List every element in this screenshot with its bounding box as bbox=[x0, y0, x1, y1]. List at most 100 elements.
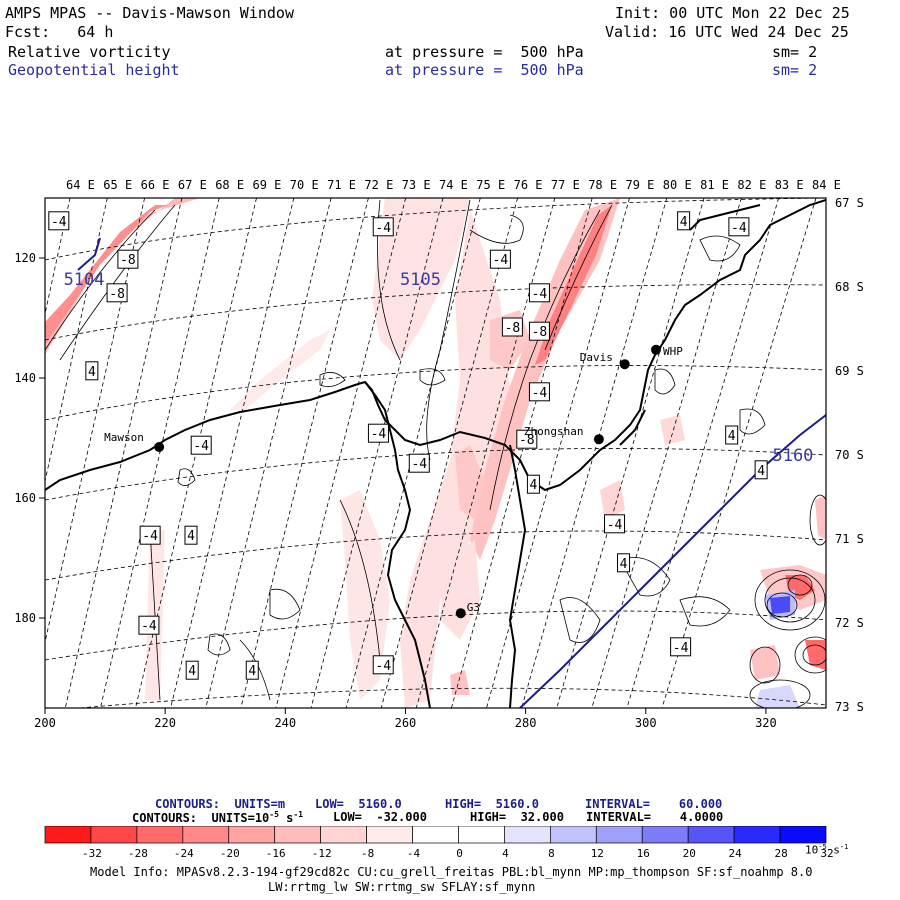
lon-label: 80 E bbox=[663, 178, 692, 192]
colorbar-tick: -32 bbox=[82, 847, 102, 860]
svg-text:4: 4 bbox=[88, 365, 96, 380]
contour-cluster bbox=[749, 494, 826, 708]
svg-text:4: 4 bbox=[620, 557, 628, 572]
svg-text:4: 4 bbox=[188, 664, 196, 679]
height-contour-interval: INTERVAL= 60.000 bbox=[585, 797, 723, 811]
colorbar-tick: -16 bbox=[266, 847, 286, 860]
vorticity-contour-label: -4 bbox=[408, 453, 430, 473]
svg-text:WHP: WHP bbox=[663, 345, 683, 358]
x-tick-label: 220 bbox=[154, 716, 176, 730]
colorbar-swatch bbox=[182, 826, 230, 844]
y-tick-label: 120 bbox=[14, 251, 36, 265]
vorticity-contour-label: -4 bbox=[367, 423, 389, 443]
svg-text:-4: -4 bbox=[375, 221, 391, 236]
vort-contour-interval: INTERVAL= 4.0000 bbox=[586, 810, 724, 824]
colorbar-tick: 20 bbox=[683, 847, 696, 860]
vorticity-contour-label: -4 bbox=[489, 249, 511, 269]
lat-label: 68 S bbox=[835, 280, 864, 294]
svg-text:Zhongshan: Zhongshan bbox=[524, 425, 584, 438]
station-marker: Mawson bbox=[104, 431, 165, 452]
lon-label: 76 E bbox=[514, 178, 543, 192]
lon-label: 70 E bbox=[290, 178, 319, 192]
svg-text:-4: -4 bbox=[375, 659, 391, 674]
colorbar-tick: 8 bbox=[548, 847, 555, 860]
vorticity-fill bbox=[45, 198, 826, 708]
colorbar-swatch bbox=[320, 826, 367, 844]
vorticity-contour-label: -4 bbox=[728, 217, 750, 237]
y-tick-layer: 120 140 160 180 bbox=[14, 251, 45, 625]
latitude-grid bbox=[45, 198, 826, 708]
svg-text:-4: -4 bbox=[673, 641, 689, 656]
vorticity-contour-label: -8 bbox=[117, 249, 139, 269]
svg-text:4: 4 bbox=[530, 478, 538, 493]
y-tick-label: 160 bbox=[14, 491, 36, 505]
height-contour-label: 5160 bbox=[772, 446, 813, 466]
svg-text:4: 4 bbox=[248, 664, 256, 679]
svg-text:Davis: Davis bbox=[580, 351, 613, 364]
height-label-layer: 5104 5105 5160 bbox=[64, 270, 814, 466]
vorticity-contour-label: -4 bbox=[190, 435, 212, 455]
svg-text:4: 4 bbox=[187, 529, 195, 544]
lat-label-layer: 67 S 68 S 69 S 70 S 71 S 72 S 73 S bbox=[835, 196, 864, 714]
station-marker: WHP bbox=[650, 344, 683, 358]
vorticity-contour-label: -4 bbox=[48, 211, 70, 231]
svg-text:-4: -4 bbox=[532, 287, 548, 302]
x-tick-label: 300 bbox=[635, 716, 657, 730]
colorbar-tick: -12 bbox=[312, 847, 332, 860]
svg-text:4: 4 bbox=[728, 429, 736, 444]
x-tick-label: 200 bbox=[34, 716, 56, 730]
vorticity-contour-label: -8 bbox=[106, 283, 128, 303]
lon-label: 79 E bbox=[626, 178, 655, 192]
height-contour-label: 5105 bbox=[400, 270, 441, 290]
svg-text:-4: -4 bbox=[51, 215, 67, 230]
field2-level: at pressure = 500 hPa bbox=[385, 61, 584, 79]
colorbar: -32 -28 -24 -20 -16 -12 -8 -4 0 4 8 12 16 20 24 28 32 bbox=[44, 826, 834, 860]
lon-label: 77 E bbox=[551, 178, 580, 192]
svg-text:-8: -8 bbox=[519, 433, 535, 448]
vorticity-contour-label: 4 bbox=[245, 660, 259, 680]
lon-label: 67 E bbox=[178, 178, 207, 192]
field1-level: at pressure = 500 hPa bbox=[385, 43, 584, 61]
vorticity-contour-label: -4 bbox=[139, 525, 161, 545]
colorbar-tick: -24 bbox=[174, 847, 194, 860]
colorbar-tick: 12 bbox=[591, 847, 604, 860]
x-tick-label: 320 bbox=[755, 716, 777, 730]
colorbar-swatch bbox=[274, 826, 321, 844]
vorticity-contour-label: -4 bbox=[604, 514, 626, 534]
colorbar-tick: 28 bbox=[774, 847, 787, 860]
vorticity-contour-label: 4 bbox=[85, 361, 99, 381]
lon-label: 73 E bbox=[402, 178, 431, 192]
vorticity-contour-label: -4 bbox=[528, 382, 550, 402]
vorticity-contour-label: -8 bbox=[501, 317, 523, 337]
lon-label: 71 E bbox=[327, 178, 356, 192]
lon-label: 78 E bbox=[588, 178, 617, 192]
colorbar-swatch bbox=[550, 826, 597, 844]
vorticity-contour-label: 4 bbox=[526, 474, 540, 494]
svg-text:-4: -4 bbox=[493, 253, 509, 268]
lon-label: 69 E bbox=[253, 178, 282, 192]
svg-text:G3: G3 bbox=[467, 601, 480, 614]
height-contour-label: 5104 bbox=[64, 270, 105, 290]
map-svg: 64 E 65 E 66 E 67 E 68 E 69 E 70 E 71 E 72 E 73 E… bbox=[14, 178, 864, 730]
colorbar-swatch bbox=[228, 826, 276, 844]
svg-text:-8: -8 bbox=[505, 321, 521, 336]
vorticity-contour-label: -4 bbox=[372, 655, 394, 675]
lat-label: 72 S bbox=[835, 616, 864, 630]
colorbar-tick: 24 bbox=[729, 847, 743, 860]
vorticity-contour-label: -4 bbox=[528, 283, 550, 303]
longitude-grid bbox=[45, 198, 817, 708]
y-tick-label: 180 bbox=[14, 611, 36, 625]
vort-contour-low: LOW= -32.000 bbox=[333, 810, 427, 824]
vorticity-contour-label: 4 bbox=[185, 660, 199, 680]
station-marker: Davis bbox=[580, 351, 630, 370]
svg-text:-4: -4 bbox=[371, 427, 387, 442]
lon-label: 74 E bbox=[439, 178, 468, 192]
vorticity-label-layer: -4 -8 -8 4 -4 -4 4 -4 4 4 -4 -4 -4 -4 -4 -4 -8 -8 -4 -8 4 -4 4… bbox=[48, 211, 768, 680]
lon-label: 64 E bbox=[66, 178, 95, 192]
station-marker: G3 bbox=[455, 601, 480, 619]
svg-text:-4: -4 bbox=[193, 439, 209, 454]
svg-text:-8: -8 bbox=[532, 325, 548, 340]
colorbar-tick: 32 bbox=[820, 847, 833, 860]
height-contours bbox=[77, 237, 826, 708]
svg-text:Mawson: Mawson bbox=[104, 431, 144, 444]
